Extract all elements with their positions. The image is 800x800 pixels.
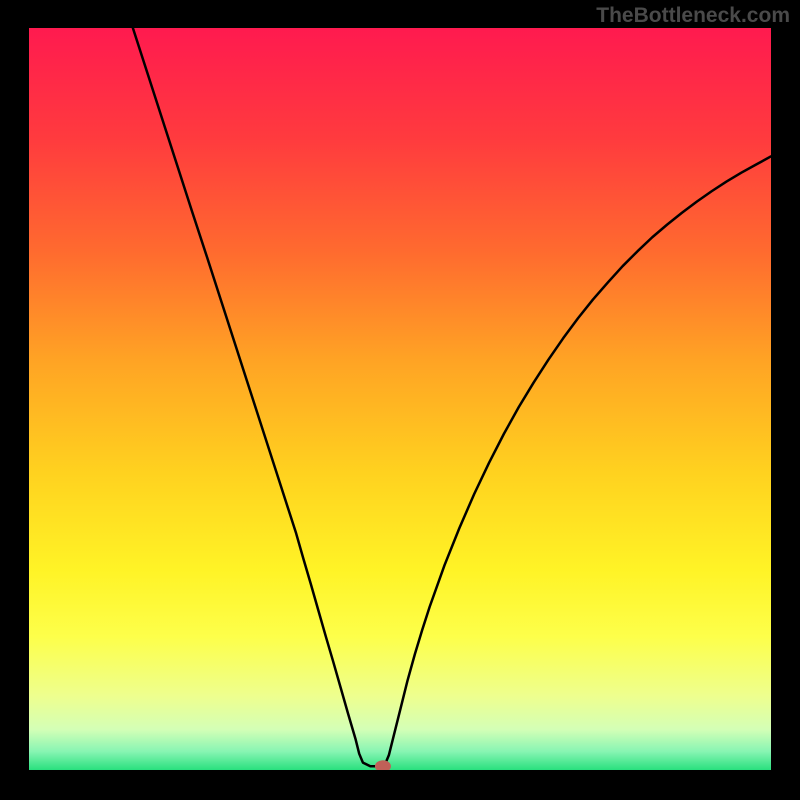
- plot-background: [29, 28, 771, 770]
- watermark-text: TheBottleneck.com: [596, 4, 790, 28]
- bottleneck-chart: [0, 0, 800, 800]
